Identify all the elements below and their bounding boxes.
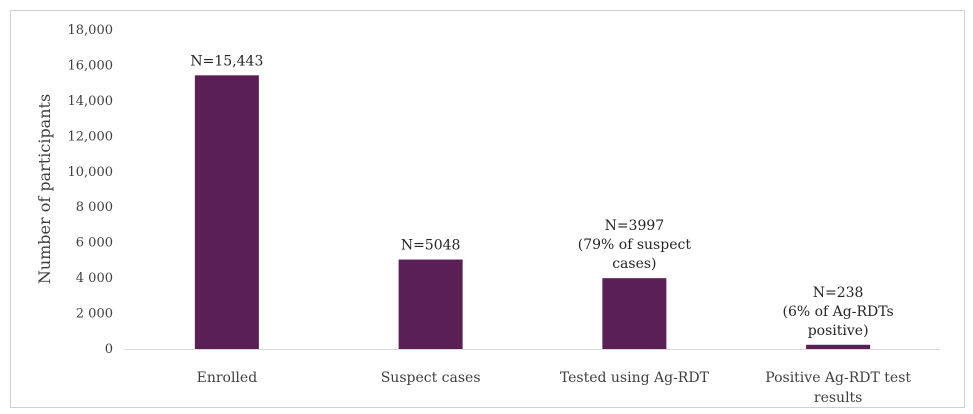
data-label: N=15,443 [190,53,263,69]
y-tick-label: 6 000 [76,236,113,251]
category-label: Enrolled [197,370,258,386]
y-tick-label: 10,000 [68,165,114,180]
category-labels: Enrolled Suspect cases Tested using Ag-RDT… [197,370,912,406]
data-label: cases) [612,256,656,272]
bars [194,75,871,349]
y-tick-label: 8 000 [76,200,113,215]
data-label: N=238 [813,285,864,301]
chart-frame [10,10,965,408]
y-tick-label: 18,000 [68,23,114,38]
category-label: results [814,390,862,406]
data-label: N=3997 [605,218,665,234]
data-label: positive) [808,323,869,339]
bar [194,75,259,349]
y-axis-label: Number of participants [35,94,54,284]
category-label: Suspect cases [381,370,481,386]
bar [398,259,463,349]
y-tick-label: 14,000 [68,94,114,109]
data-labels: N=15,443 N=5048 N=3997 (79% of suspect cases… [190,53,893,338]
data-label: N=5048 [401,238,461,254]
y-tick-label: 0 [105,342,113,357]
bar [602,278,667,349]
data-label: (79% of suspect [578,237,692,253]
data-label: (6% of Ag-RDTs [782,304,893,320]
y-tick-label: 16,000 [68,58,114,73]
y-axis-ticks: 0 2 000 4 000 6 000 8 000 10,000 12,000 14,000 1… [68,23,114,357]
category-label: Positive Ag-RDT test [765,370,911,386]
bar [806,344,871,349]
y-tick-label: 4 000 [76,271,113,286]
category-label: Tested using Ag-RDT [560,370,710,386]
y-tick-label: 12,000 [68,129,114,144]
y-tick-label: 2 000 [76,307,113,322]
